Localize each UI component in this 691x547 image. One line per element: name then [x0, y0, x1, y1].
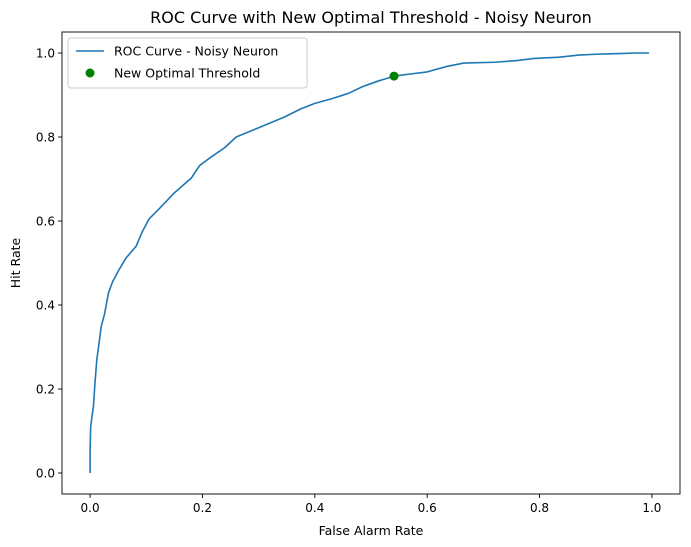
- y-tick-label: 0.4: [36, 299, 55, 313]
- legend-box: [67, 37, 308, 89]
- x-tick-label: 0.0: [81, 501, 100, 515]
- legend-label-roc-curve: ROC Curve - Noisy Neuron: [114, 44, 278, 59]
- y-axis-label: Hit Rate: [8, 237, 23, 288]
- x-tick-label: 1.0: [642, 501, 661, 515]
- y-tick-label: 0.2: [36, 383, 55, 397]
- optimal-threshold-point: [389, 71, 399, 81]
- x-tick-label: 0.2: [193, 501, 212, 515]
- y-axis: 0.0 0.2 0.4 0.6 0.8 1.0: [36, 47, 62, 481]
- chart-title: ROC Curve with New Optimal Threshold - N…: [150, 8, 592, 27]
- legend-marker-swatch: [85, 68, 95, 78]
- x-axis-label: False Alarm Rate: [319, 523, 424, 538]
- legend-label-optimal-threshold: New Optimal Threshold: [114, 66, 260, 81]
- y-tick-label: 0.0: [36, 467, 55, 481]
- legend: ROC Curve - Noisy Neuron New Optimal Thr…: [67, 37, 308, 89]
- plot-area: [89, 52, 650, 473]
- y-tick-label: 0.6: [36, 215, 55, 229]
- y-tick-label: 1.0: [36, 47, 55, 61]
- y-tick-label: 0.8: [36, 131, 55, 145]
- plot-frame: [61, 31, 681, 495]
- x-tick-label: 0.8: [530, 501, 549, 515]
- x-axis: 0.0 0.2 0.4 0.6 0.8 1.0: [81, 494, 661, 515]
- roc-curve-line: [89, 52, 650, 473]
- x-tick-label: 0.4: [305, 501, 324, 515]
- x-tick-label: 0.6: [418, 501, 437, 515]
